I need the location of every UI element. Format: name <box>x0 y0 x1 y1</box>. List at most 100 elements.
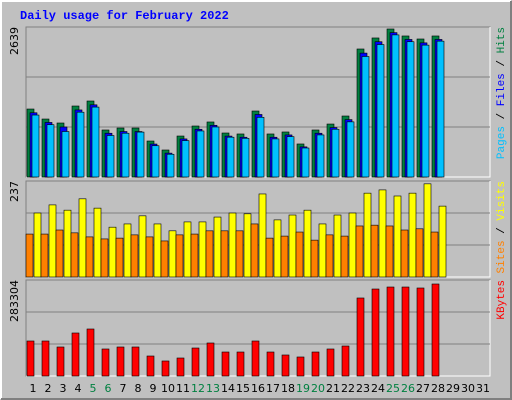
bar <box>93 207 102 278</box>
x-tick-label: 2 <box>45 382 52 395</box>
bar <box>393 195 402 278</box>
legend: KBytes <box>496 280 508 320</box>
bar <box>71 332 80 377</box>
legend-entry: Sites <box>496 240 508 273</box>
x-tick-label: 11 <box>176 382 190 395</box>
bar <box>63 209 72 278</box>
bar <box>115 237 124 278</box>
y-tick-label: 2639 <box>8 27 21 55</box>
bar <box>106 135 115 178</box>
bar <box>190 233 199 278</box>
bar <box>100 238 109 278</box>
bar <box>301 147 310 178</box>
bar <box>436 40 445 178</box>
bar <box>181 140 190 178</box>
x-tick-label: 21 <box>326 382 340 395</box>
bar <box>386 286 395 377</box>
bar <box>175 234 184 278</box>
bar <box>31 114 40 178</box>
legend-entry: Visits <box>496 181 508 221</box>
bar <box>41 340 50 377</box>
bar <box>331 128 340 178</box>
bar <box>136 131 145 178</box>
x-tick-label: 28 <box>431 382 445 395</box>
x-tick-label: 26 <box>401 382 415 395</box>
bar <box>415 228 424 278</box>
x-tick-label: 14 <box>221 382 235 395</box>
bar <box>166 153 175 178</box>
bar <box>370 224 379 278</box>
x-tick-label: 19 <box>296 382 310 395</box>
bar <box>310 239 319 278</box>
bar <box>206 342 215 377</box>
bar <box>423 183 432 278</box>
legend-separator: / <box>496 221 508 241</box>
chart-title: Daily usage for February 2022 <box>20 9 229 23</box>
bar <box>416 287 425 377</box>
bar <box>198 221 207 278</box>
bar <box>168 230 177 278</box>
bar <box>228 212 237 278</box>
x-tick-label: 8 <box>135 382 142 395</box>
legend-entry: Pages <box>496 126 508 159</box>
bar <box>280 235 289 278</box>
bar <box>76 111 85 178</box>
bar <box>265 237 274 278</box>
bar <box>123 223 132 278</box>
bar <box>146 355 155 377</box>
bar <box>161 360 170 377</box>
bar <box>376 44 385 178</box>
bar <box>25 233 34 278</box>
bar <box>176 357 185 377</box>
bar <box>191 347 200 377</box>
legend: Pages / Files / Hits <box>496 27 508 159</box>
bar <box>55 229 64 278</box>
bar <box>406 41 415 178</box>
bar <box>205 230 214 278</box>
bar <box>281 354 290 377</box>
bar <box>33 212 42 278</box>
bar <box>241 138 250 178</box>
x-tick-label: 6 <box>105 382 112 395</box>
bar <box>183 221 192 278</box>
x-tick-label: 12 <box>191 382 205 395</box>
bar <box>40 233 49 278</box>
bar <box>385 225 394 278</box>
bar <box>316 134 325 178</box>
bar <box>108 226 117 278</box>
bar <box>26 340 35 377</box>
bar <box>303 209 312 278</box>
bar <box>131 346 140 377</box>
bar <box>235 230 244 278</box>
bar <box>346 121 355 178</box>
bar <box>226 136 235 178</box>
y-tick-label: 283304 <box>8 280 21 322</box>
bar <box>151 145 160 178</box>
bar <box>91 106 100 178</box>
bar <box>431 283 440 377</box>
bar <box>61 131 70 178</box>
bar <box>221 351 230 377</box>
bar <box>288 214 297 278</box>
bar <box>430 231 439 278</box>
bar <box>391 34 400 178</box>
bar <box>326 348 335 377</box>
bar <box>220 230 229 278</box>
bar <box>250 223 259 278</box>
x-tick-label: 31 <box>476 382 490 395</box>
bar <box>213 216 222 278</box>
x-tick-label: 4 <box>75 382 82 395</box>
bar <box>153 223 162 278</box>
bar <box>286 136 295 178</box>
bar <box>438 205 447 278</box>
x-tick-label: 24 <box>371 382 385 395</box>
bar <box>211 126 220 178</box>
x-tick-label: 25 <box>386 382 400 395</box>
bar <box>56 346 65 377</box>
bar <box>421 44 430 178</box>
legend-entry: Hits <box>496 27 508 53</box>
bar <box>318 223 327 278</box>
